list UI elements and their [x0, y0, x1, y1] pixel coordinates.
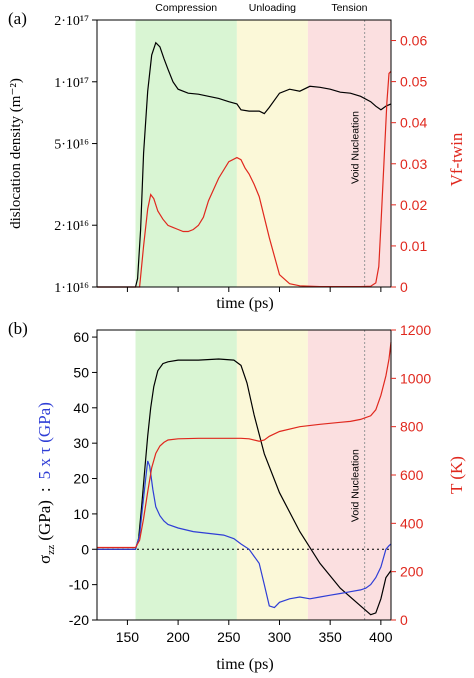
- panel-a-chart: (a) Compression Unloading Tension Void Nuc…: [8, 2, 466, 312]
- x-axis-label-b: time (ps): [216, 656, 273, 673]
- void-nucleation-label: Void Nucleation: [350, 111, 362, 184]
- phase-band-unloading: [236, 20, 308, 287]
- panel-b-chart: (b) Void Nucleation -20-100102030405060 …: [8, 319, 466, 673]
- sigma-unit: (GPa): [35, 500, 54, 545]
- label-separator: :: [35, 487, 54, 492]
- y-tick-label-right-b: 1000: [400, 370, 431, 386]
- series-lines-b: [97, 342, 392, 616]
- dislocation-density-line: [97, 41, 392, 288]
- void-nucleation-annotation-a: Void Nucleation: [350, 20, 366, 287]
- sigma-subscript: zz: [45, 545, 57, 555]
- plot-frame-a: [96, 19, 392, 288]
- phase-bands-a: [135, 20, 391, 287]
- phase-band-tension: [307, 20, 391, 287]
- y-tick-label-right-a: 0: [400, 279, 408, 295]
- y-tick-label-left-b: 40: [73, 400, 89, 416]
- y-tick-label-right-a: 0.01: [400, 238, 427, 254]
- y-tick-label-right-a: 0.04: [400, 115, 427, 131]
- y-tick-label-left-b: 0: [81, 541, 89, 557]
- x-axis-label-a: time (ps): [216, 295, 273, 312]
- y-axis-label-left-a: dislocation density (m⁻²): [8, 78, 24, 229]
- y-tick-label-left-b: 20: [73, 471, 89, 487]
- phase-label-tension: Tension: [331, 2, 367, 14]
- y-ticks-left-a: 1·10¹⁶ 2·10¹⁶ 5·10¹⁶ 1·10¹⁷ 2·10¹⁷: [54, 14, 97, 296]
- y-tick-label-right-b: 400: [400, 515, 424, 531]
- y-ticks-right-a: 0 0.01 0.02 0.03 0.04 0.05 0.06: [391, 33, 427, 295]
- void-nucleation-label: Void Nucleation: [350, 449, 362, 522]
- y-tick-label-left-a: 1·10¹⁶: [54, 281, 89, 296]
- y-axis-label-left-b: σzz (GPa): 5 x τ (GPa): [35, 402, 57, 564]
- tau-label: 5 x τ (GPa): [35, 402, 54, 479]
- y-tick-label-left-b: 50: [73, 364, 89, 380]
- panel-b-label: (b): [8, 319, 28, 338]
- y-tick-label-right-b: 0: [400, 612, 408, 628]
- y-tick-label-left-b: -20: [69, 612, 89, 628]
- sigma-symbol: σ: [35, 555, 54, 564]
- x-tick-label-b: 300: [268, 629, 292, 645]
- phase-band-compression: [135, 330, 237, 620]
- y-tick-label-left-a: 1·10¹⁷: [54, 76, 89, 91]
- x-ticks-b: 150 200 250 300 350 400: [116, 620, 393, 645]
- phase-band-compression: [135, 20, 237, 287]
- y-ticks-right-b: 0 200 400 600 800 1000 1200: [391, 322, 431, 628]
- y-tick-label-right-a: 0.05: [400, 74, 427, 90]
- phase-band-tension: [307, 330, 391, 620]
- panel-a-label: (a): [8, 9, 27, 28]
- y-tick-label-left-b: -10: [69, 577, 89, 593]
- y-tick-label-right-b: 200: [400, 564, 424, 580]
- y-tick-label-right-a: 0.06: [400, 33, 427, 49]
- y-tick-label-right-b: 1200: [400, 322, 431, 338]
- phase-label-compression: Compression: [155, 2, 217, 14]
- y-tick-label-left-a: 5·10¹⁶: [54, 138, 89, 153]
- sigma-zz-line: [97, 358, 392, 616]
- y-tick-label-left-a: 2·10¹⁷: [54, 14, 89, 29]
- x-tick-label-b: 350: [318, 629, 342, 645]
- y-tick-label-left-a: 2·10¹⁶: [54, 219, 89, 234]
- y-axis-label-right-a: Vf-twin: [447, 132, 466, 186]
- y-tick-label-right-b: 800: [400, 419, 424, 435]
- phase-label-unloading: Unloading: [249, 2, 296, 14]
- void-nucleation-annotation-b: Void Nucleation: [350, 330, 366, 620]
- temperature-line: [97, 342, 392, 549]
- x-tick-label-b: 200: [166, 629, 190, 645]
- y-ticks-left-b: -20 -10 0 10 20 30 40 50 60: [69, 329, 97, 628]
- y-axis-label-right-b: T (K): [447, 456, 466, 494]
- x-tick-label-b: 150: [116, 629, 140, 645]
- series-lines-a: [97, 41, 392, 288]
- vf-twin-line: [97, 70, 392, 288]
- y-tick-label-left-b: 30: [73, 435, 89, 451]
- y-tick-label-right-a: 0.02: [400, 197, 427, 213]
- x-ticks-a: [126, 287, 382, 292]
- y-tick-label-left-b: 60: [73, 329, 89, 345]
- phase-bands-b: [135, 330, 391, 620]
- y-tick-label-right-a: 0.03: [400, 156, 427, 172]
- x-tick-label-b: 250: [217, 629, 241, 645]
- y-tick-label-left-b: 10: [73, 506, 89, 522]
- x-tick-label-b: 400: [369, 629, 393, 645]
- phase-labels-a: Compression Unloading Tension: [155, 2, 367, 14]
- y-tick-label-right-b: 600: [400, 467, 424, 483]
